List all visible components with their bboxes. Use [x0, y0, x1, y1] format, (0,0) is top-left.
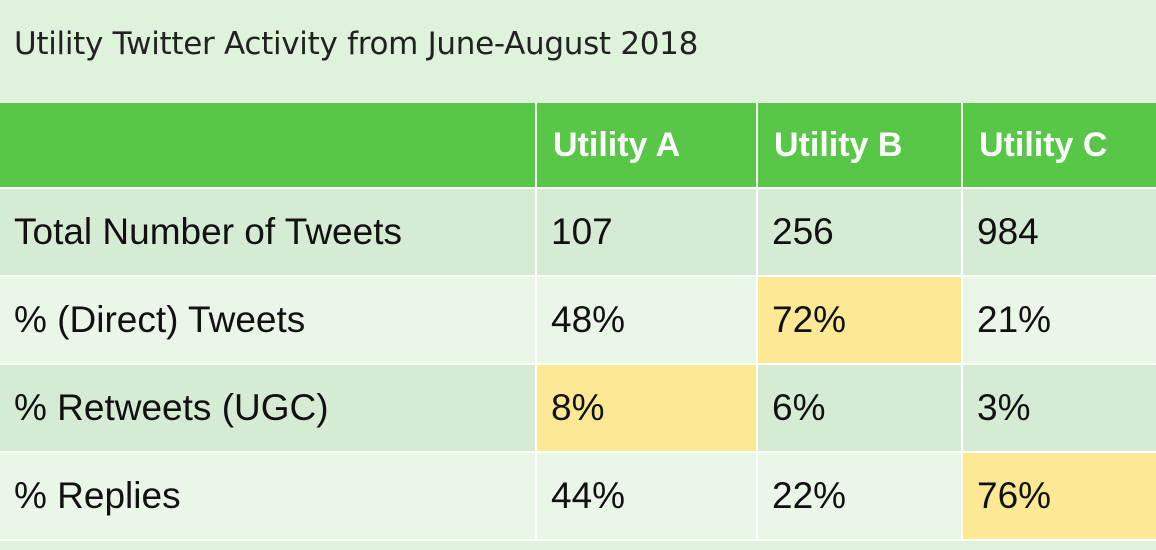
- chart-title: Utility Twitter Activity from June-Augus…: [14, 26, 699, 62]
- table-cell: 984: [961, 189, 1156, 275]
- table-cell: 72%: [756, 277, 961, 363]
- table-cell: 107: [535, 189, 756, 275]
- table-row: % (Direct) Tweets 48% 72% 21%: [0, 277, 1156, 365]
- header-cell-empty: [0, 103, 535, 187]
- table-cell: 3%: [961, 365, 1156, 451]
- table-cell: 44%: [535, 453, 756, 539]
- table-row: % Retweets (UGC) 8% 6% 3%: [0, 365, 1156, 453]
- table-cell: 48%: [535, 277, 756, 363]
- row-label: % Retweets (UGC): [14, 387, 329, 428]
- row-label: % (Direct) Tweets: [14, 299, 306, 340]
- data-table: Utility A Utility B Utility C Total Numb…: [0, 103, 1156, 541]
- header-cell-utility-c: Utility C: [961, 103, 1156, 187]
- table-cell: 256: [756, 189, 961, 275]
- table-cell: 22%: [756, 453, 961, 539]
- table-cell: 21%: [961, 277, 1156, 363]
- table-cell: 8%: [535, 365, 756, 451]
- header-cell-utility-a: Utility A: [535, 103, 756, 187]
- row-label: Total Number of Tweets: [14, 211, 402, 252]
- table-header-row: Utility A Utility B Utility C: [0, 103, 1156, 189]
- row-label: % Replies: [14, 475, 181, 516]
- table-cell: 6%: [756, 365, 961, 451]
- table-row: % Replies 44% 22% 76%: [0, 453, 1156, 541]
- header-cell-utility-b: Utility B: [756, 103, 961, 187]
- table-row: Total Number of Tweets 107 256 984: [0, 189, 1156, 277]
- table-cell: 76%: [961, 453, 1156, 539]
